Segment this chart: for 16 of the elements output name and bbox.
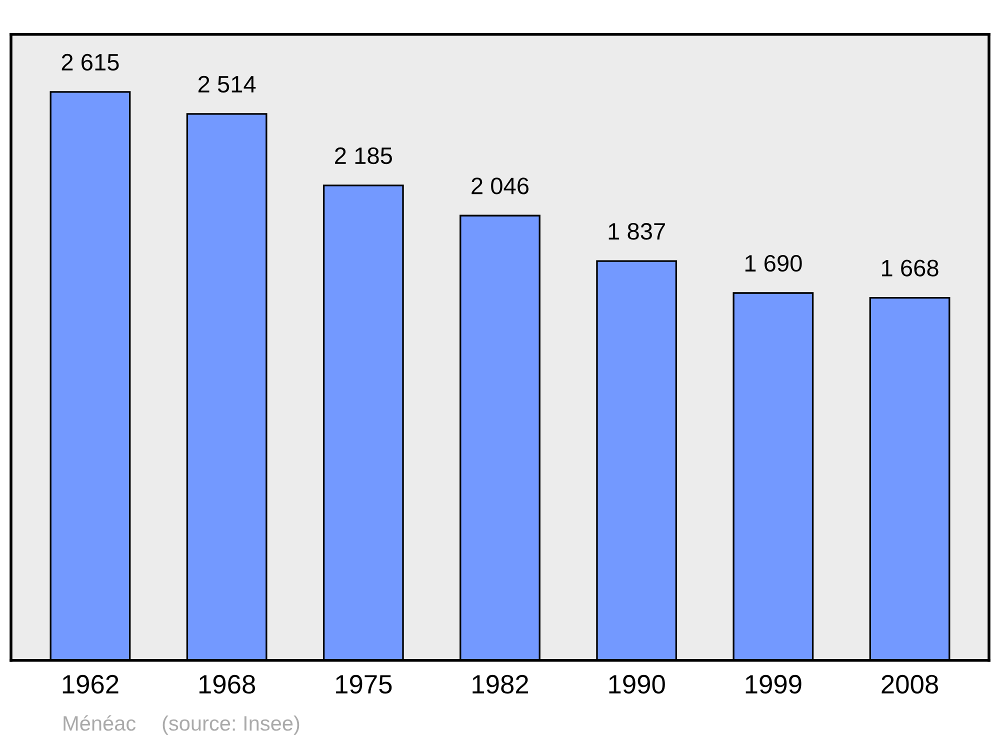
data-label: 1 837 xyxy=(608,223,665,240)
x-tick-label: 1999 xyxy=(746,674,802,694)
data-label: 2 514 xyxy=(198,76,256,93)
x-tick-label: 1975 xyxy=(336,674,392,694)
x-tick-label: 1962 xyxy=(62,674,118,694)
data-label: 2 185 xyxy=(335,147,392,164)
text: (source: Insee) xyxy=(162,715,300,735)
data-label: 1 690 xyxy=(745,254,802,272)
data-label: 1 668 xyxy=(882,260,938,276)
data-label: 2 615 xyxy=(62,54,119,71)
data-label: 2 046 xyxy=(472,178,529,194)
x-tick-label: 1982 xyxy=(472,674,528,694)
x-tick-label: 2008 xyxy=(882,674,938,694)
x-tick-label: 1968 xyxy=(199,674,256,694)
text: Ménéac xyxy=(64,715,136,731)
x-tick-label: 1990 xyxy=(609,674,665,694)
